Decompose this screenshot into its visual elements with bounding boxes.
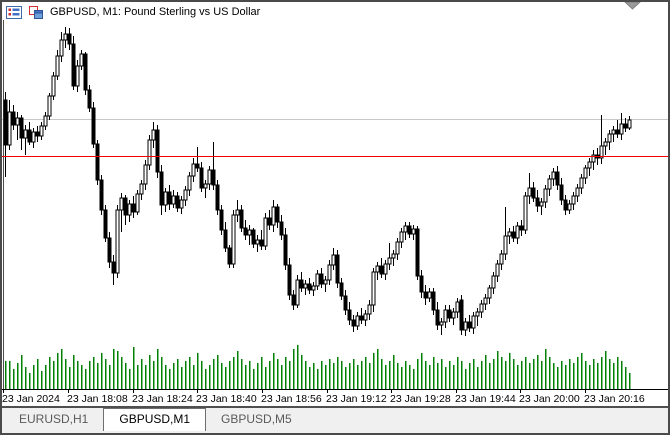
- x-axis-label: 23 Jan 20:00: [519, 393, 580, 403]
- tab-gbpusd-m5[interactable]: GBPUSD,M5: [221, 412, 292, 426]
- x-axis-label: 23 Jan 19:28: [390, 393, 451, 403]
- chart-shift-marker-icon: [624, 2, 641, 10]
- chart-windows-icon[interactable]: [28, 5, 44, 19]
- x-axis-label: 23 Jan 18:56: [261, 393, 322, 403]
- chart-title: GBPUSD, M1: Pound Sterling vs US Dollar: [50, 6, 261, 18]
- x-axis-label: 23 Jan 18:24: [132, 393, 193, 403]
- x-axis-label: 23 Jan 20:16: [584, 393, 645, 403]
- x-axis-label: 23 Jan 19:44: [455, 393, 516, 403]
- chart-tab-bar: EURUSD,H1 GBPUSD,M1 GBPUSD,M5: [2, 406, 668, 433]
- x-axis: 23 Jan 2024 23 Jan 18:08 23 Jan 18:24 23 Ja…: [2, 389, 668, 403]
- candles: [3, 27, 632, 336]
- tab-eurusd-h1[interactable]: EURUSD,H1: [19, 412, 89, 426]
- price-chart[interactable]: 23 Jan 2024 23 Jan 18:08 23 Jan 18:24 23 Ja…: [2, 2, 668, 403]
- market-watch-icon[interactable]: [6, 5, 22, 19]
- x-axis-label: 23 Jan 18:40: [196, 393, 257, 403]
- chart-titlebar: GBPUSD, M1: Pound Sterling vs US Dollar: [6, 4, 260, 20]
- x-axis-label: 23 Jan 2024: [2, 393, 60, 403]
- x-axis-label: 23 Jan 19:12: [326, 393, 387, 403]
- tab-gbpusd-m1[interactable]: GBPUSD,M1: [103, 408, 207, 431]
- volume-bars: [4, 345, 631, 389]
- x-axis-label: 23 Jan 18:08: [67, 393, 128, 403]
